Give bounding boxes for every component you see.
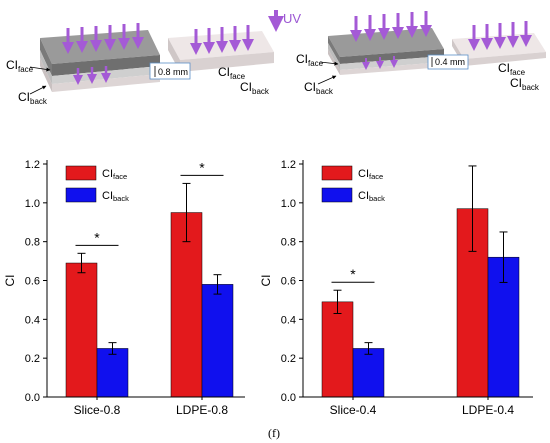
y-tick-label: 0.8 [281,237,296,249]
error-bar [213,274,222,295]
legend-label-ci-face: CIface [358,168,383,181]
y-tick-label: 0.8 [25,237,40,249]
slab-stack-left [40,30,160,92]
bar-chart-left: 0.0 0.2 0.4 0.6 0.8 1.0 1.2 Slice-0.8 LDPE-0.8 CI… [3,159,245,417]
uv-arrows-right-stack [350,11,432,70]
ci-face-label-left: CIface [6,58,34,74]
legend-swatch-ci-back [321,187,353,203]
y-tick-label: 0.4 [281,314,296,326]
error-bar [77,252,86,274]
legend-swatch-ci-back [65,187,97,203]
legend-swatch-ci-face [321,165,353,181]
uv-arrows-left-single [190,25,254,55]
figure-label: (f) [268,426,280,440]
significance-star: * [350,266,356,282]
y-axis-label: CI [259,275,273,287]
bar-chart-right: 0.0 0.2 0.4 0.6 0.8 1.0 1.2 Slice-0.4 LDPE-0.4 CI… [259,159,533,417]
legend-label-ci-back: CIback [358,190,385,203]
category-label: Slice-0.8 [74,403,121,417]
bar-ci-face-slice-0.8 [65,262,98,398]
y-tick-label: 1.0 [25,198,40,210]
ci-back-label-right-single: CIback [510,76,540,92]
error-bar [468,165,477,252]
category-label: LDPE-0.8 [176,403,228,417]
bar-ci-face-slice-0.4 [321,301,354,398]
y-tick-label: 1.2 [281,159,296,171]
schematic-left: 0.8 mm CIface CIback CIface CIback [6,23,274,106]
legend-label-ci-back: CIback [102,190,129,203]
error-bar [499,231,508,283]
ci-back-label-left-single: CIback [240,80,270,96]
ci-face-pointer-right [319,61,339,66]
gap-label-right: 0.4 mm [435,57,465,67]
ci-back-pointer-left [29,85,47,95]
error-bar [333,289,342,315]
bar-ci-back-ldpe-0.8 [201,284,234,398]
significance-bracket: * [75,229,119,246]
uv-arrows-left-stack [62,23,144,85]
y-tick-label: 0.0 [25,392,40,404]
legend-label-ci-face: CIface [102,168,127,181]
gap-dimension-right: 0.4 mm [427,54,469,70]
legend-swatch-ci-face [65,165,97,181]
uv-label: UV [283,11,301,26]
ci-face-pointer-left [29,66,51,72]
ci-face-label-right: CIface [296,52,324,68]
y-tick-label: 1.2 [25,159,40,171]
error-bar [108,342,117,355]
category-label: LDPE-0.4 [462,403,514,417]
y-tick-label: 0.6 [25,276,40,288]
ci-back-label-right: CIback [304,80,334,96]
y-tick-label: 0.2 [281,353,296,365]
y-tick-label: 0.4 [25,314,40,326]
ci-back-label-left: CIback [18,90,48,106]
error-bar [182,182,191,243]
significance-star: * [199,159,205,175]
slab-stack-right [328,28,444,75]
significance-bracket: * [331,266,375,283]
gap-label-left: 0.8 mm [158,67,188,77]
schematic-right: 0.4 mm CIface CIback CIface CIback [296,11,546,96]
y-tick-label: 0.6 [281,276,296,288]
bar-ci-back-slice-0.4 [352,348,385,398]
y-axis-label: CI [3,275,17,287]
uv-legend: UV [268,10,301,32]
ci-face-label-left-single: CIface [218,65,246,81]
significance-bracket: * [180,159,224,176]
category-label: Slice-0.4 [330,403,377,417]
error-bar [364,342,373,355]
y-tick-label: 1.0 [281,198,296,210]
y-tick-label: 0.0 [281,392,296,404]
legend: CIface CIback [321,165,385,203]
bar-ci-back-slice-0.8 [96,348,129,398]
ci-face-label-right-single: CIface [498,61,526,77]
uv-arrows-right-single [468,21,532,51]
ci-back-pointer-right [317,75,337,85]
y-tick-label: 0.2 [25,353,40,365]
gap-dimension-left: 0.8 mm [149,62,191,80]
significance-star: * [94,229,100,245]
legend: CIface CIback [65,165,129,203]
